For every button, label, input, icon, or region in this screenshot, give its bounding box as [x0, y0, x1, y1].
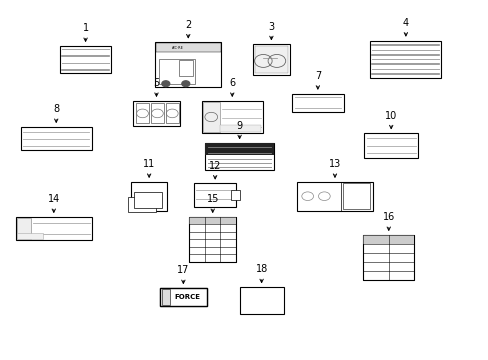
Bar: [205, 143, 273, 155]
Bar: [292, 94, 343, 112]
Bar: [136, 103, 149, 123]
Text: 10: 10: [384, 111, 397, 121]
Bar: [201, 101, 263, 133]
Text: 14: 14: [47, 194, 60, 204]
Bar: [202, 102, 219, 132]
Text: 12: 12: [208, 161, 221, 171]
Text: 6: 6: [229, 78, 235, 88]
Bar: [128, 197, 156, 212]
Text: 2: 2: [185, 20, 191, 30]
Text: 16: 16: [382, 212, 394, 222]
Bar: [342, 183, 369, 209]
Bar: [17, 218, 30, 239]
Bar: [158, 59, 194, 84]
Text: 8: 8: [53, 104, 59, 114]
Bar: [17, 233, 43, 239]
Bar: [189, 217, 236, 262]
Text: 9: 9: [236, 121, 242, 131]
Bar: [161, 289, 170, 305]
Bar: [370, 40, 441, 78]
Bar: [165, 103, 179, 123]
Bar: [160, 288, 206, 306]
Text: 18: 18: [255, 265, 267, 274]
Circle shape: [162, 81, 169, 86]
Bar: [160, 288, 206, 306]
Text: 15: 15: [206, 194, 219, 204]
Bar: [178, 60, 193, 76]
Text: 7: 7: [314, 71, 320, 81]
Bar: [155, 43, 221, 52]
Text: 17: 17: [177, 265, 189, 275]
Bar: [364, 133, 417, 158]
Bar: [155, 42, 221, 87]
Bar: [239, 287, 283, 314]
Bar: [231, 190, 239, 200]
Circle shape: [182, 81, 189, 86]
Text: 1: 1: [82, 23, 88, 33]
Text: A/C·RE: A/C·RE: [171, 46, 183, 50]
Bar: [362, 235, 414, 244]
Bar: [16, 217, 92, 240]
Text: 13: 13: [328, 159, 341, 169]
Bar: [151, 103, 163, 123]
Bar: [220, 125, 261, 132]
Text: 5: 5: [153, 78, 159, 88]
Bar: [205, 143, 273, 170]
Bar: [134, 192, 162, 208]
Text: 11: 11: [142, 159, 155, 169]
Text: 4: 4: [402, 18, 408, 28]
Bar: [194, 183, 236, 207]
Bar: [254, 46, 288, 73]
Bar: [362, 235, 414, 280]
Bar: [189, 217, 236, 224]
Text: 3: 3: [268, 22, 274, 31]
Bar: [60, 46, 111, 73]
Bar: [131, 182, 167, 211]
Bar: [253, 44, 289, 75]
Bar: [21, 127, 92, 150]
Bar: [297, 182, 372, 211]
Text: FORCE: FORCE: [174, 294, 200, 300]
Bar: [133, 101, 180, 126]
